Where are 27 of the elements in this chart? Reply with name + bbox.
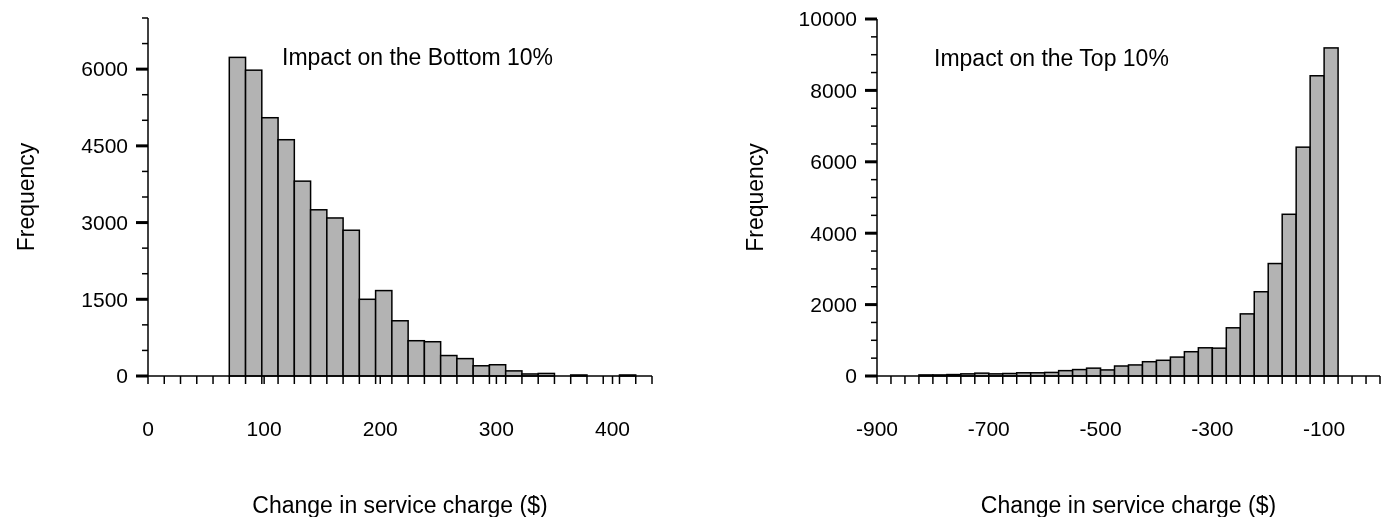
x-tick-label: -700 [967, 417, 1010, 440]
x-tick-label: -300 [1191, 417, 1234, 440]
y-tick-label: 2000 [810, 292, 857, 316]
y-axis-title: Frequency [13, 142, 39, 252]
x-tick-label: 300 [478, 417, 514, 440]
y-tick-label: 8000 [810, 78, 857, 102]
y-axis-title: Frequency [742, 142, 768, 252]
y-tick-label: 1500 [81, 287, 128, 311]
y-tick-label: 4500 [81, 134, 128, 158]
x-tick-label: -900 [855, 417, 899, 440]
x-axis-title: Change in service charge ($) [252, 492, 548, 518]
text: Impact on the Bottom 10% [282, 44, 554, 70]
x-tick-label: 0 [142, 417, 154, 440]
x-axis-title: Change in service charge ($) [980, 492, 1277, 518]
text: Impact on the Top 10% [934, 45, 1169, 71]
y-tick-label: 3000 [81, 210, 128, 234]
x-tick-label: -500 [1079, 417, 1122, 440]
y-tick-label: 6000 [81, 57, 128, 81]
x-tick-label: -100 [1303, 417, 1346, 440]
x-tick-label: 100 [246, 417, 282, 440]
x-tick-label: 400 [594, 417, 631, 440]
y-tick-label: 6000 [810, 150, 857, 174]
y-tick-label: 10000 [798, 7, 857, 31]
y-tick-label: 0 [845, 364, 857, 388]
y-tick-label: 0 [116, 364, 128, 388]
x-tick-label: 200 [362, 417, 398, 440]
y-tick-label: 4000 [810, 221, 857, 245]
